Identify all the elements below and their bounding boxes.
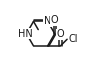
Text: Cl: Cl <box>68 34 78 44</box>
Text: N: N <box>44 16 51 26</box>
Text: HN: HN <box>18 29 33 39</box>
Text: O: O <box>51 15 58 25</box>
Text: O: O <box>57 30 64 39</box>
